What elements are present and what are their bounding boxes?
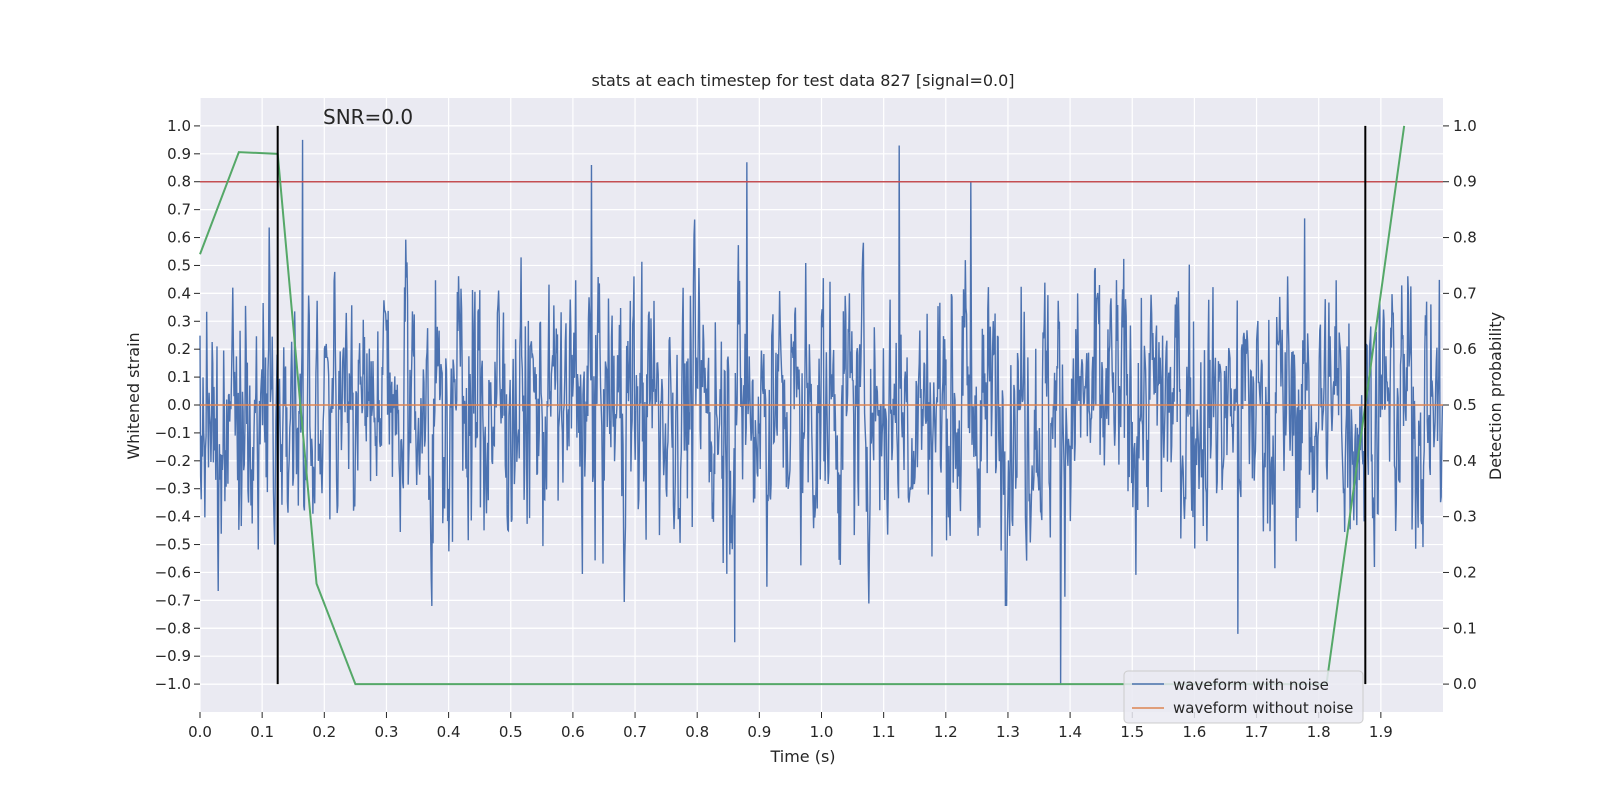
y2-tick-label: 0.5: [1453, 396, 1477, 414]
series-detection-probability: [199, 125, 1406, 686]
x-tick-label: 0.9: [747, 723, 771, 741]
legend-box: [1123, 670, 1364, 724]
y2-axis-label: Detection probability: [1486, 312, 1505, 480]
series-layer: [199, 125, 1444, 686]
y-tick-label: 0.7: [167, 201, 191, 219]
x-tick-label: 0.0: [188, 723, 212, 741]
x-tick-label: 1.6: [1182, 723, 1206, 741]
x-tick-label: 1.8: [1307, 723, 1331, 741]
y-tick-label: −0.6: [155, 563, 191, 581]
y-tick-label: −0.8: [155, 619, 191, 637]
y2-tick-label: 0.1: [1453, 619, 1477, 637]
y-tick-label: −1.0: [155, 675, 191, 693]
y2-tick-label: 0.4: [1453, 452, 1477, 470]
left-axis-ticks: 1.0 0.9 0.8 0.7 0.6 0.5 0.4 0.3 0.2 0.1 0.0 −0.1 −0.…: [155, 117, 200, 693]
y-tick-label: 1.0: [167, 117, 191, 135]
x-tick-label: 1.7: [1245, 723, 1269, 741]
y-tick-label: 0.2: [167, 340, 191, 358]
x-tick-label: 1.0: [810, 723, 834, 741]
x-axis-label: Time (s): [769, 747, 835, 766]
x-tick-label: 1.9: [1369, 723, 1393, 741]
x-tick-label: 1.5: [1120, 723, 1144, 741]
x-tick-label: 0.6: [561, 723, 585, 741]
series-waveform-with-noise: [199, 139, 1444, 685]
y2-tick-label: 1.0: [1453, 117, 1477, 135]
y2-tick-label: 0.2: [1453, 563, 1477, 581]
legend: waveform with noise waveform without noi…: [1123, 670, 1364, 724]
y-tick-label: 0.4: [167, 284, 191, 302]
x-tick-label: 0.2: [312, 723, 336, 741]
y-tick-label: −0.7: [155, 591, 191, 609]
x-tick-label: 1.4: [1058, 723, 1082, 741]
y-tick-label: −0.1: [155, 424, 191, 442]
y2-tick-label: 0.8: [1453, 229, 1477, 247]
right-axis-ticks: 1.0 0.9 0.8 0.7 0.6 0.5 0.4 0.3 0.2 0.1 0.0: [1443, 117, 1477, 693]
y-tick-label: 0.5: [167, 256, 191, 274]
x-tick-label: 1.1: [872, 723, 896, 741]
y2-tick-label: 0.3: [1453, 508, 1477, 526]
legend-label-noise: waveform with noise: [1173, 676, 1329, 694]
y-tick-label: −0.3: [155, 480, 191, 498]
y-tick-label: −0.5: [155, 536, 191, 554]
x-tick-label: 0.5: [499, 723, 523, 741]
x-tick-label: 0.1: [250, 723, 274, 741]
y-tick-label: 0.8: [167, 173, 191, 191]
legend-label-clean: waveform without noise: [1173, 699, 1353, 717]
x-tick-label: 0.3: [375, 723, 399, 741]
y2-tick-label: 0.7: [1453, 284, 1477, 302]
x-tick-label: 0.7: [623, 723, 647, 741]
y2-tick-label: 0.9: [1453, 173, 1477, 191]
y-tick-label: 0.6: [167, 229, 191, 247]
y-tick-label: 0.9: [167, 145, 191, 163]
x-tick-label: 1.3: [996, 723, 1020, 741]
y2-tick-label: 0.0: [1453, 675, 1477, 693]
y-tick-label: −0.2: [155, 452, 191, 470]
y-tick-label: 0.1: [167, 368, 191, 386]
chart-title: stats at each timestep for test data 827…: [591, 71, 1014, 90]
x-tick-label: 1.2: [934, 723, 958, 741]
y-tick-label: −0.4: [155, 508, 191, 526]
y-tick-label: −0.9: [155, 647, 191, 665]
x-tick-label: 0.4: [437, 723, 461, 741]
y-axis-label: Whitened strain: [124, 332, 143, 459]
y-tick-label: 0.0: [167, 396, 191, 414]
snr-annotation: SNR=0.0: [323, 105, 413, 129]
bottom-axis-ticks: 0.0 0.1 0.2 0.3 0.4 0.5 0.6 0.7 0.8 0.9 1.0 1.1 1.2 1…: [188, 712, 1393, 741]
y-tick-label: 0.3: [167, 312, 191, 330]
y2-tick-label: 0.6: [1453, 340, 1477, 358]
x-tick-label: 0.8: [685, 723, 709, 741]
